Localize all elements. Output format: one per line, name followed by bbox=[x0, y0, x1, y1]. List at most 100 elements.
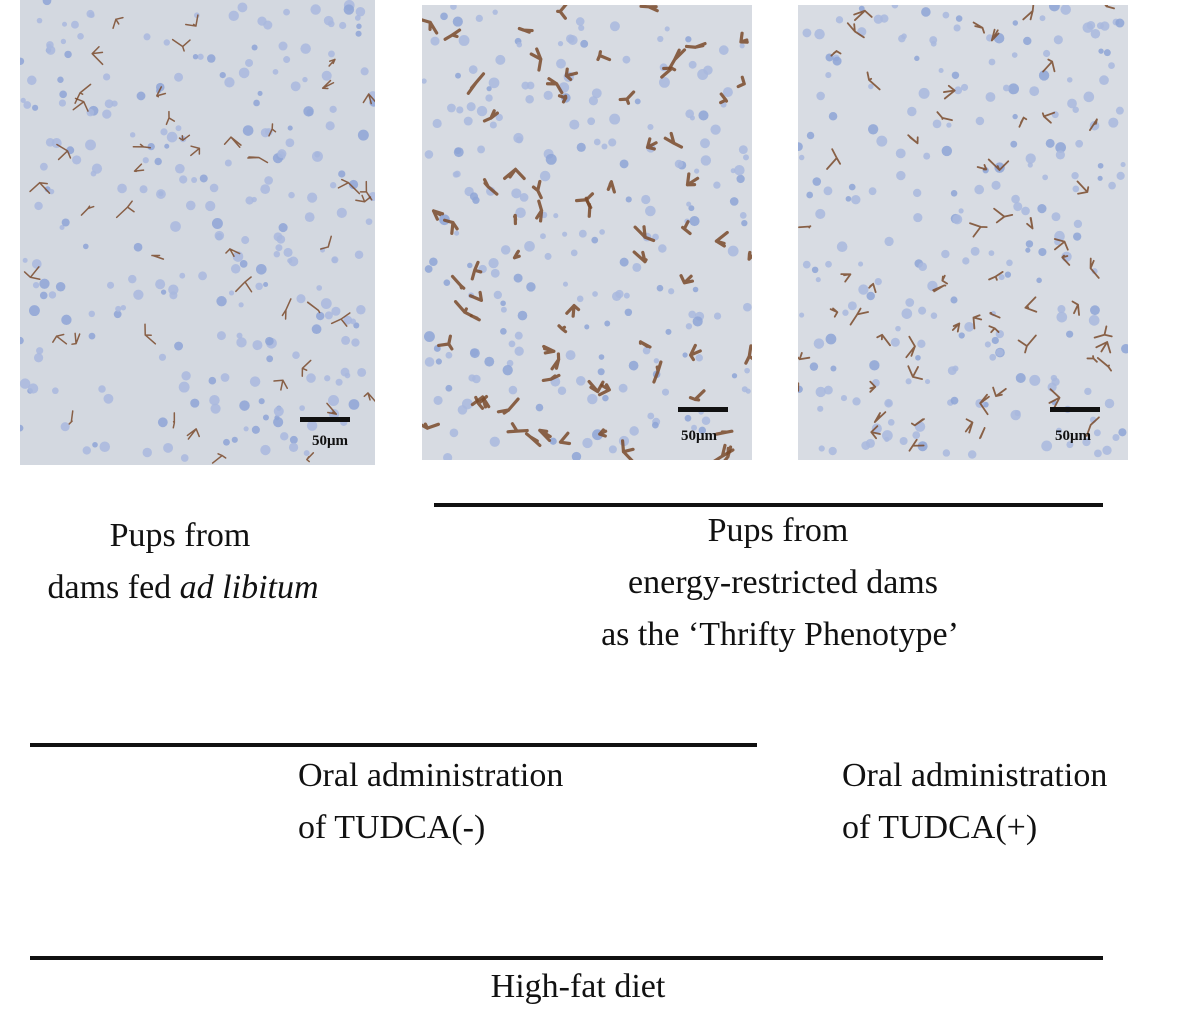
nucleus bbox=[842, 309, 849, 316]
stained-cell bbox=[1085, 416, 1100, 437]
nucleus bbox=[211, 218, 223, 229]
nucleus bbox=[1041, 440, 1053, 452]
nucleus bbox=[456, 106, 464, 114]
nucleus bbox=[20, 97, 26, 103]
nucleus bbox=[629, 426, 639, 436]
stained-cell bbox=[979, 427, 986, 440]
stained-cell bbox=[132, 143, 152, 149]
nucleus bbox=[858, 284, 869, 295]
nucleus bbox=[20, 57, 25, 65]
stained-cell bbox=[503, 167, 526, 181]
stained-cell bbox=[513, 213, 518, 226]
nucleus bbox=[628, 360, 639, 371]
nucleus bbox=[967, 450, 977, 459]
nucleus bbox=[287, 125, 293, 131]
nucleus bbox=[991, 180, 1001, 190]
nucleus bbox=[865, 438, 875, 448]
stained-cell bbox=[987, 158, 1010, 171]
nucleus bbox=[885, 400, 892, 407]
micrograph bbox=[20, 0, 375, 465]
nucleus bbox=[430, 36, 440, 46]
nucleus bbox=[825, 72, 832, 79]
nucleus bbox=[34, 201, 43, 211]
nucleus bbox=[283, 247, 293, 257]
nucleus bbox=[901, 308, 913, 319]
nucleus bbox=[609, 113, 621, 125]
nucleus bbox=[874, 277, 882, 286]
nucleus bbox=[876, 135, 888, 147]
nucleus bbox=[466, 102, 476, 112]
stained-cell bbox=[943, 84, 956, 100]
nucleus bbox=[806, 131, 815, 140]
nucleus bbox=[622, 55, 631, 64]
nucleus bbox=[77, 32, 84, 40]
nucleus bbox=[500, 300, 506, 307]
stained-cell bbox=[211, 453, 227, 464]
nucleus bbox=[608, 138, 617, 147]
nucleus bbox=[129, 132, 136, 138]
nucleus bbox=[278, 222, 288, 233]
nucleus bbox=[513, 132, 524, 144]
nucleus bbox=[700, 138, 710, 149]
stained-cell bbox=[681, 220, 692, 236]
nucleus bbox=[39, 278, 50, 289]
nucleus bbox=[1011, 52, 1018, 58]
nucleus bbox=[160, 289, 167, 295]
nucleus bbox=[495, 113, 503, 122]
nucleus bbox=[950, 396, 959, 405]
stained-cell bbox=[470, 395, 491, 409]
nucleus bbox=[264, 176, 273, 185]
stained-cell bbox=[907, 134, 919, 145]
label: dams fed ad libitum bbox=[47, 569, 318, 606]
nucleus bbox=[914, 421, 926, 432]
nucleus bbox=[668, 288, 675, 295]
stained-cell bbox=[151, 254, 165, 260]
nucleus bbox=[147, 142, 155, 151]
nucleus bbox=[1053, 35, 1063, 45]
stained-cell bbox=[450, 274, 466, 290]
nucleus bbox=[424, 265, 433, 273]
nucleus bbox=[128, 274, 137, 284]
nucleus bbox=[1008, 83, 1020, 95]
nucleus bbox=[1084, 387, 1092, 396]
nucleus bbox=[954, 86, 963, 95]
nucleus bbox=[423, 331, 435, 343]
nucleus bbox=[156, 189, 166, 199]
nucleus bbox=[798, 142, 803, 152]
nucleus bbox=[343, 4, 355, 15]
stained-cell bbox=[535, 199, 544, 223]
nucleus bbox=[311, 150, 323, 162]
stained-cell bbox=[1089, 118, 1098, 132]
nucleus bbox=[871, 423, 882, 434]
stained-cell bbox=[1093, 325, 1113, 339]
nucleus bbox=[228, 10, 239, 22]
nucleus bbox=[1013, 202, 1023, 212]
nucleus bbox=[458, 35, 470, 46]
stained-cell bbox=[68, 410, 74, 425]
nucleus bbox=[917, 339, 926, 348]
nucleus bbox=[1038, 247, 1047, 257]
stained-cell bbox=[714, 230, 729, 248]
nucleus bbox=[688, 205, 695, 212]
stained-cell bbox=[853, 9, 873, 21]
nucleus bbox=[64, 50, 72, 59]
nucleus bbox=[23, 101, 32, 109]
nucleus bbox=[736, 174, 745, 184]
label: Pups from bbox=[708, 512, 849, 549]
nucleus bbox=[191, 177, 198, 183]
nucleus bbox=[277, 149, 287, 159]
stained-cell bbox=[598, 428, 608, 438]
nucleus bbox=[468, 65, 478, 74]
nucleus bbox=[905, 378, 912, 385]
nucleus bbox=[20, 378, 31, 389]
nucleus bbox=[72, 155, 82, 165]
nucleus bbox=[239, 400, 250, 411]
nucleus bbox=[273, 406, 284, 417]
nucleus bbox=[713, 312, 722, 320]
stained-cell bbox=[941, 274, 949, 285]
nucleus bbox=[1066, 441, 1074, 449]
nucleus bbox=[199, 174, 208, 183]
nucleus bbox=[896, 170, 906, 181]
stained-cell bbox=[908, 438, 925, 452]
nucleus bbox=[988, 250, 995, 256]
